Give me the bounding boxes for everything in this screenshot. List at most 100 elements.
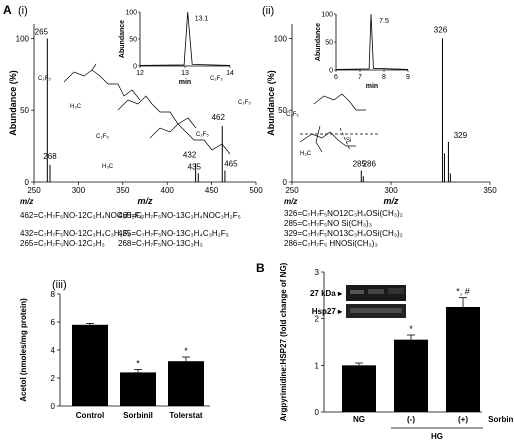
inset-x-tick-label: 14 xyxy=(226,70,234,77)
y-tick-label: 2 xyxy=(315,315,320,324)
panel-label-iii: (iii) xyxy=(52,279,67,291)
x-tick-label: 250 xyxy=(27,186,41,195)
y-tick-label: 6 xyxy=(51,318,56,327)
inset-chromatogram-trace xyxy=(335,13,409,70)
bar xyxy=(168,361,204,406)
x-tick-label: 300 xyxy=(384,186,398,195)
bar xyxy=(72,324,108,406)
x-axis-label: m/z xyxy=(137,196,153,206)
fragment-286: 286=C₇H₇F₅ HNOSi(CH₃)₃ xyxy=(284,239,378,248)
x-category-label: Tolerstat xyxy=(169,411,203,420)
y-tick-label: 0 xyxy=(283,178,288,187)
x-category-label: (+) xyxy=(458,415,468,424)
x-tick-label: 250 xyxy=(285,186,299,195)
y-tick-label: 1 xyxy=(315,361,320,370)
inset-y-tick-label: 100 xyxy=(321,12,333,19)
significance-marker: * xyxy=(409,324,413,334)
y-tick-label: 0 xyxy=(51,402,56,411)
peak-label: 265 xyxy=(35,27,49,36)
inset-x-tick-label: 12 xyxy=(136,70,144,77)
inset-y-axis-label: Abundance xyxy=(119,20,126,58)
fragment-285: 285=C₇H₇F₅NO Si(CH₃)₃ xyxy=(284,219,372,228)
inset-x-tick-label: 13 xyxy=(181,70,189,77)
bar xyxy=(446,307,480,412)
x-tick-label: 450 xyxy=(205,186,219,195)
panel-label-b: B xyxy=(256,261,265,275)
x-tick-label: 350 xyxy=(116,186,130,195)
x-tick-label: 500 xyxy=(249,186,263,195)
inset-x-tick-label: 8 xyxy=(382,74,386,81)
y-tick-label: 4 xyxy=(51,346,56,355)
x-axis-label: m/z xyxy=(383,196,399,206)
y-tick-label: 100 xyxy=(16,34,30,43)
peak-label: 326 xyxy=(434,25,448,34)
peak-label: 465 xyxy=(224,160,238,169)
fragment-465: 465=C₇H₇F₅NO-13C₃H₄NOC₃H₂F₅ xyxy=(118,211,241,220)
x-tick-label: 400 xyxy=(161,186,175,195)
y-tick-label: 8 xyxy=(51,290,56,299)
inset-y-axis-label: Abundance xyxy=(315,23,322,61)
inset-x-tick-label: 7 xyxy=(358,74,362,81)
inset-y-tick-label: 50 xyxy=(325,40,333,47)
y-tick-label: 2 xyxy=(51,374,56,383)
panel-label-ii: (ii) xyxy=(262,5,275,17)
x-category-label: Sorbinil xyxy=(123,411,153,420)
y-tick-label: 0 xyxy=(25,178,30,187)
x-tick-label: 350 xyxy=(483,186,497,195)
inset-y-tick-label: 50 xyxy=(129,37,137,44)
x-tick-label: 300 xyxy=(72,186,86,195)
peak-label: 329 xyxy=(454,131,468,140)
inset-peak-label: 7.5 xyxy=(379,18,389,25)
inset-x-axis-label: min xyxy=(366,83,378,90)
inset-x-tick-label: 9 xyxy=(406,74,410,81)
fragment-432: 432=C₇H₇F₅NO-12C₃H₄C₃H₂F₅ xyxy=(20,229,131,238)
inset-background xyxy=(140,12,230,66)
blot-label: 27 kDa ▸ xyxy=(310,289,343,298)
fragments-i-heading: m/z xyxy=(20,197,34,206)
blot-label: Hsp27 ▸ xyxy=(312,307,343,316)
fragment-462: 462=C₇H₇F₅NO-12C₃H₄NOC₃H₂F₅ xyxy=(20,211,143,220)
y-tick-label: 100 xyxy=(274,34,288,43)
y-axis-label: Acetol (nmoles/mg protein) xyxy=(19,298,28,402)
significance-marker: * xyxy=(136,359,140,369)
y-tick-label: 50 xyxy=(278,106,287,115)
y-axis-label: Argpyrimidine:HSP27 (fold change of NG) xyxy=(279,262,288,421)
significance-marker: *, # xyxy=(456,287,470,297)
peak-label: 285 xyxy=(353,160,367,169)
peak-label: 286 xyxy=(363,159,377,168)
panel-label-i: (i) xyxy=(18,5,28,17)
y-tick-label: 50 xyxy=(20,106,29,115)
peak-label: 268 xyxy=(43,152,57,161)
inset-x-axis-label: min xyxy=(179,79,191,86)
bar xyxy=(394,339,428,412)
y-axis-label: Abundance (%) xyxy=(8,70,18,136)
fragment-268: 268=C₇H₇F₅NO-13C₃H₃ xyxy=(118,239,203,248)
y-tick-label: 3 xyxy=(315,268,320,277)
peak-label: 432 xyxy=(183,150,197,159)
x-category-label: Control xyxy=(76,411,104,420)
x-category-label: NG xyxy=(353,415,365,424)
y-axis-label: Abundance (%) xyxy=(266,70,276,136)
group-label: HG xyxy=(431,432,443,441)
inset-y-tick-label: 0 xyxy=(329,68,333,75)
peak-label: 462 xyxy=(212,113,226,122)
inset-chromatogram-trace xyxy=(139,11,231,66)
significance-marker: * xyxy=(184,346,188,356)
fragments-ii-heading: m/z xyxy=(284,197,298,206)
inset-x-tick-label: 6 xyxy=(334,74,338,81)
treatment-label: Sorbinil xyxy=(488,415,514,424)
fragment-265: 265=C₇H₇F₅NO-12C₃H₃ xyxy=(20,239,105,248)
inset-peak-label: 13.1 xyxy=(195,16,209,23)
peak-label: 435 xyxy=(188,162,202,171)
fragment-326: 326=C₇H₇F₅NO12C₃H₄OSi(CH₃)₂ xyxy=(284,209,403,218)
y-tick-label: 0 xyxy=(315,408,320,417)
bar xyxy=(120,372,156,406)
inset-y-tick-label: 0 xyxy=(133,64,137,71)
bar xyxy=(342,365,376,412)
panel-label-a: A xyxy=(3,3,12,17)
fragment-435: 435=C₇H₇F₅NO-13C₃H₄C₃H₂F₅ xyxy=(118,229,229,238)
fragment-329: 329=C₇H₇F₅NO13C₃H₄OSi(CH₃)₂ xyxy=(284,229,403,238)
x-category-label: (-) xyxy=(407,415,415,424)
inset-y-tick-label: 100 xyxy=(125,10,137,17)
